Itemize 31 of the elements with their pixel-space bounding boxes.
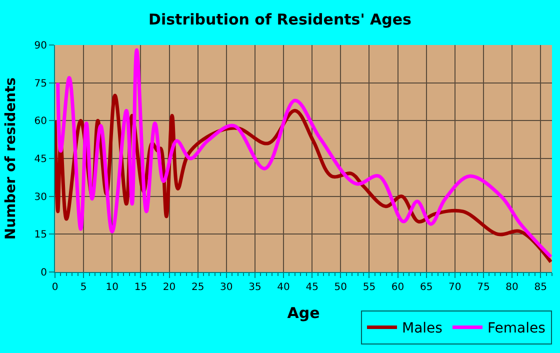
x-tick-label: 75 bbox=[477, 282, 490, 293]
x-tick-label: 65 bbox=[420, 282, 433, 293]
x-tick-label: 25 bbox=[191, 282, 204, 293]
x-tick-label: 85 bbox=[534, 282, 547, 293]
x-tick-label: 10 bbox=[106, 282, 118, 293]
x-tick-label: 35 bbox=[248, 282, 262, 293]
x-tick-label: 0 bbox=[52, 282, 58, 293]
x-tick-label: 60 bbox=[391, 282, 404, 293]
y-tick-label: 75 bbox=[34, 78, 47, 90]
y-tick-label: 0 bbox=[40, 268, 47, 278]
x-tick-label: 45 bbox=[306, 282, 318, 293]
x-tick-label: 55 bbox=[362, 282, 376, 293]
x-tick-label: 5 bbox=[80, 282, 87, 293]
y-tick-label: 60 bbox=[34, 116, 47, 128]
y-axis-title: Number of residents bbox=[2, 77, 19, 240]
x-tick-label: 15 bbox=[134, 282, 148, 293]
y-tick-label: 45 bbox=[34, 154, 47, 165]
y-tick-label: 30 bbox=[34, 192, 47, 203]
legend-label: Males bbox=[402, 320, 442, 337]
x-tick-label: 40 bbox=[277, 282, 290, 293]
line-series bbox=[56, 48, 552, 259]
chart-title: Distribution of Residents' Ages bbox=[148, 10, 412, 29]
x-tick-label: 70 bbox=[448, 282, 462, 293]
x-tick-label: 30 bbox=[220, 282, 233, 293]
y-tick-label: 15 bbox=[34, 230, 47, 241]
x-tick-label: 20 bbox=[162, 282, 176, 293]
legend-label: Females bbox=[487, 320, 546, 337]
x-tick-label: 80 bbox=[506, 282, 518, 293]
y-tick-label: 90 bbox=[34, 40, 47, 52]
x-axis-title: Age bbox=[287, 304, 320, 322]
x-tick-label: 50 bbox=[334, 282, 347, 293]
